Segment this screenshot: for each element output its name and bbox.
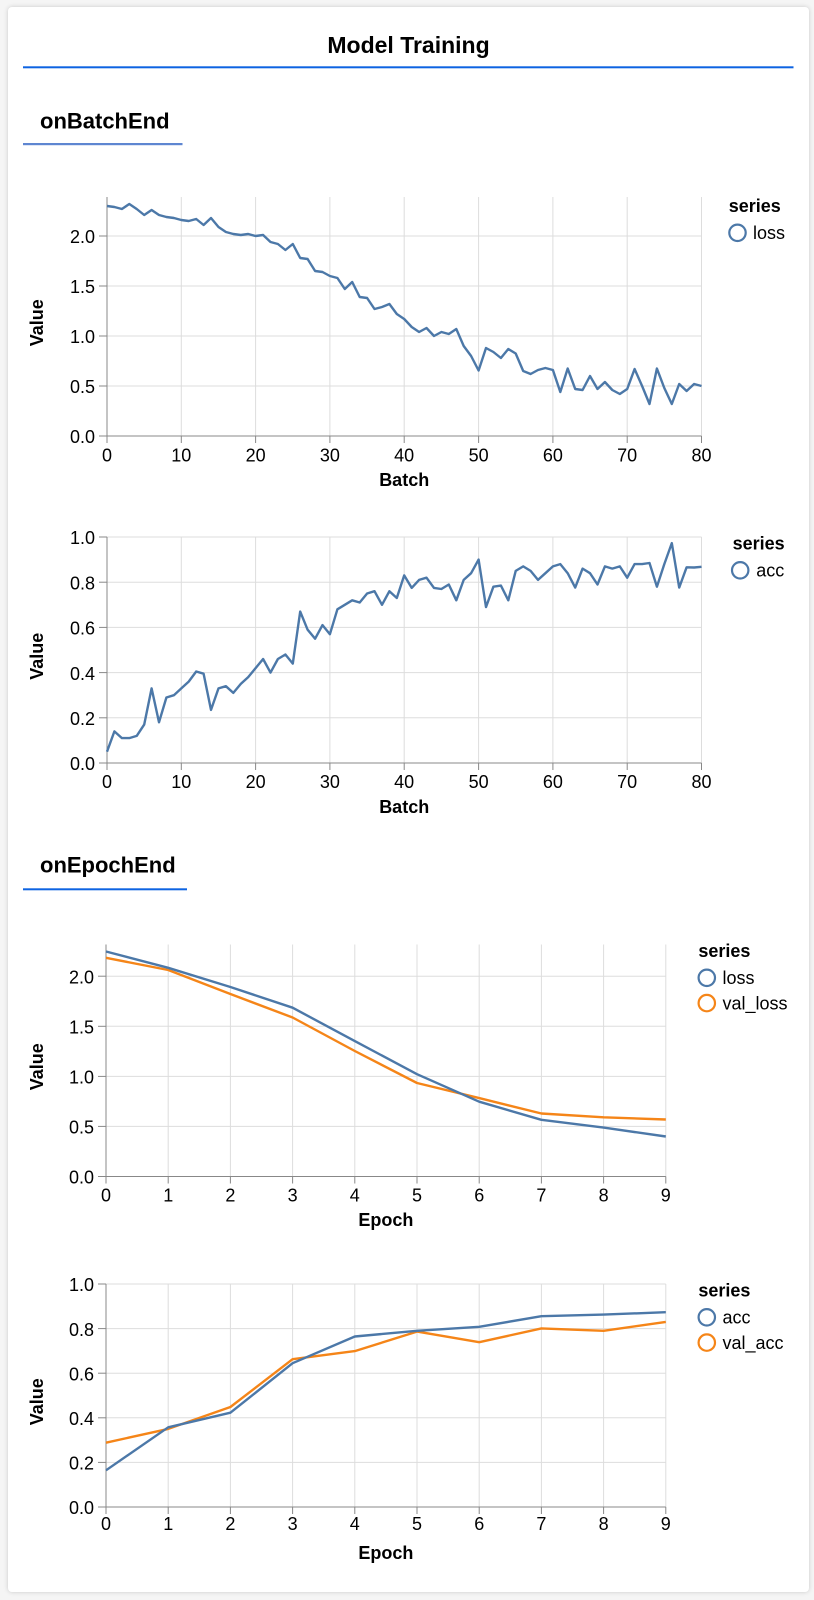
svg-text:series: series [729,196,781,216]
svg-text:loss: loss [723,968,755,988]
svg-text:50: 50 [469,772,489,792]
svg-text:20: 20 [246,772,266,792]
svg-text:8: 8 [599,1186,609,1206]
svg-text:1: 1 [163,1186,173,1206]
svg-text:0.0: 0.0 [70,427,95,447]
svg-text:0: 0 [102,446,112,466]
svg-text:9: 9 [661,1514,671,1534]
svg-text:0.2: 0.2 [69,1454,94,1474]
svg-text:0: 0 [101,1514,111,1534]
svg-text:series: series [698,1281,750,1301]
svg-text:2: 2 [225,1514,235,1534]
svg-text:7: 7 [536,1186,546,1206]
svg-text:5: 5 [412,1514,422,1534]
svg-text:2: 2 [225,1186,235,1206]
svg-text:30: 30 [320,446,340,466]
svg-text:30: 30 [320,772,340,792]
svg-text:val_loss: val_loss [723,993,788,1014]
svg-text:1.0: 1.0 [69,1068,94,1088]
svg-text:Model Training: Model Training [327,32,489,58]
svg-text:6: 6 [474,1514,484,1534]
svg-text:40: 40 [394,446,414,466]
svg-text:series: series [698,941,750,961]
svg-text:3: 3 [288,1514,298,1534]
svg-text:2.0: 2.0 [70,227,95,247]
svg-text:0.8: 0.8 [69,1320,94,1340]
svg-text:0.4: 0.4 [70,664,95,684]
svg-text:0.5: 0.5 [69,1118,94,1138]
svg-text:Batch: Batch [379,470,429,490]
svg-text:0.0: 0.0 [69,1168,94,1188]
svg-text:0: 0 [102,772,112,792]
svg-text:Epoch: Epoch [358,1210,413,1230]
svg-text:3: 3 [288,1186,298,1206]
svg-text:1.0: 1.0 [70,528,95,548]
svg-text:1: 1 [163,1514,173,1534]
svg-text:onBatchEnd: onBatchEnd [40,108,170,133]
svg-text:8: 8 [599,1514,609,1534]
svg-text:50: 50 [469,446,489,466]
svg-text:0.6: 0.6 [69,1364,94,1384]
svg-text:1.5: 1.5 [69,1018,94,1038]
svg-text:1.5: 1.5 [70,277,95,297]
svg-text:0: 0 [101,1186,111,1206]
svg-text:onEpochEnd: onEpochEnd [40,852,176,877]
svg-text:40: 40 [394,772,414,792]
svg-text:Value: Value [27,1378,47,1425]
svg-text:0.4: 0.4 [69,1409,94,1429]
svg-text:10: 10 [171,446,191,466]
svg-text:Epoch: Epoch [358,1543,413,1563]
svg-text:9: 9 [661,1186,671,1206]
svg-text:2.0: 2.0 [69,967,94,987]
svg-text:0.8: 0.8 [70,573,95,593]
svg-text:70: 70 [617,446,637,466]
svg-text:0.0: 0.0 [69,1498,94,1518]
svg-text:4: 4 [350,1514,360,1534]
svg-text:0.5: 0.5 [70,377,95,397]
svg-text:60: 60 [543,772,563,792]
svg-text:series: series [733,534,785,554]
svg-text:6: 6 [474,1186,484,1206]
svg-text:20: 20 [246,446,266,466]
svg-text:Value: Value [27,1043,47,1090]
svg-text:7: 7 [536,1514,546,1534]
svg-text:Batch: Batch [379,797,429,817]
svg-text:1.0: 1.0 [70,327,95,347]
svg-text:60: 60 [543,446,563,466]
svg-text:acc: acc [723,1308,751,1328]
svg-text:loss: loss [753,223,785,243]
svg-text:val_acc: val_acc [723,1333,784,1354]
svg-text:80: 80 [691,446,711,466]
svg-text:Value: Value [27,299,47,346]
svg-text:10: 10 [171,772,191,792]
svg-text:80: 80 [691,772,711,792]
svg-text:70: 70 [617,772,637,792]
svg-text:Value: Value [27,633,47,680]
svg-text:0.6: 0.6 [70,619,95,639]
svg-text:5: 5 [412,1186,422,1206]
svg-text:1.0: 1.0 [69,1275,94,1295]
svg-text:0.0: 0.0 [70,754,95,774]
svg-text:0.2: 0.2 [70,709,95,729]
svg-text:acc: acc [756,561,784,581]
svg-text:4: 4 [350,1186,360,1206]
